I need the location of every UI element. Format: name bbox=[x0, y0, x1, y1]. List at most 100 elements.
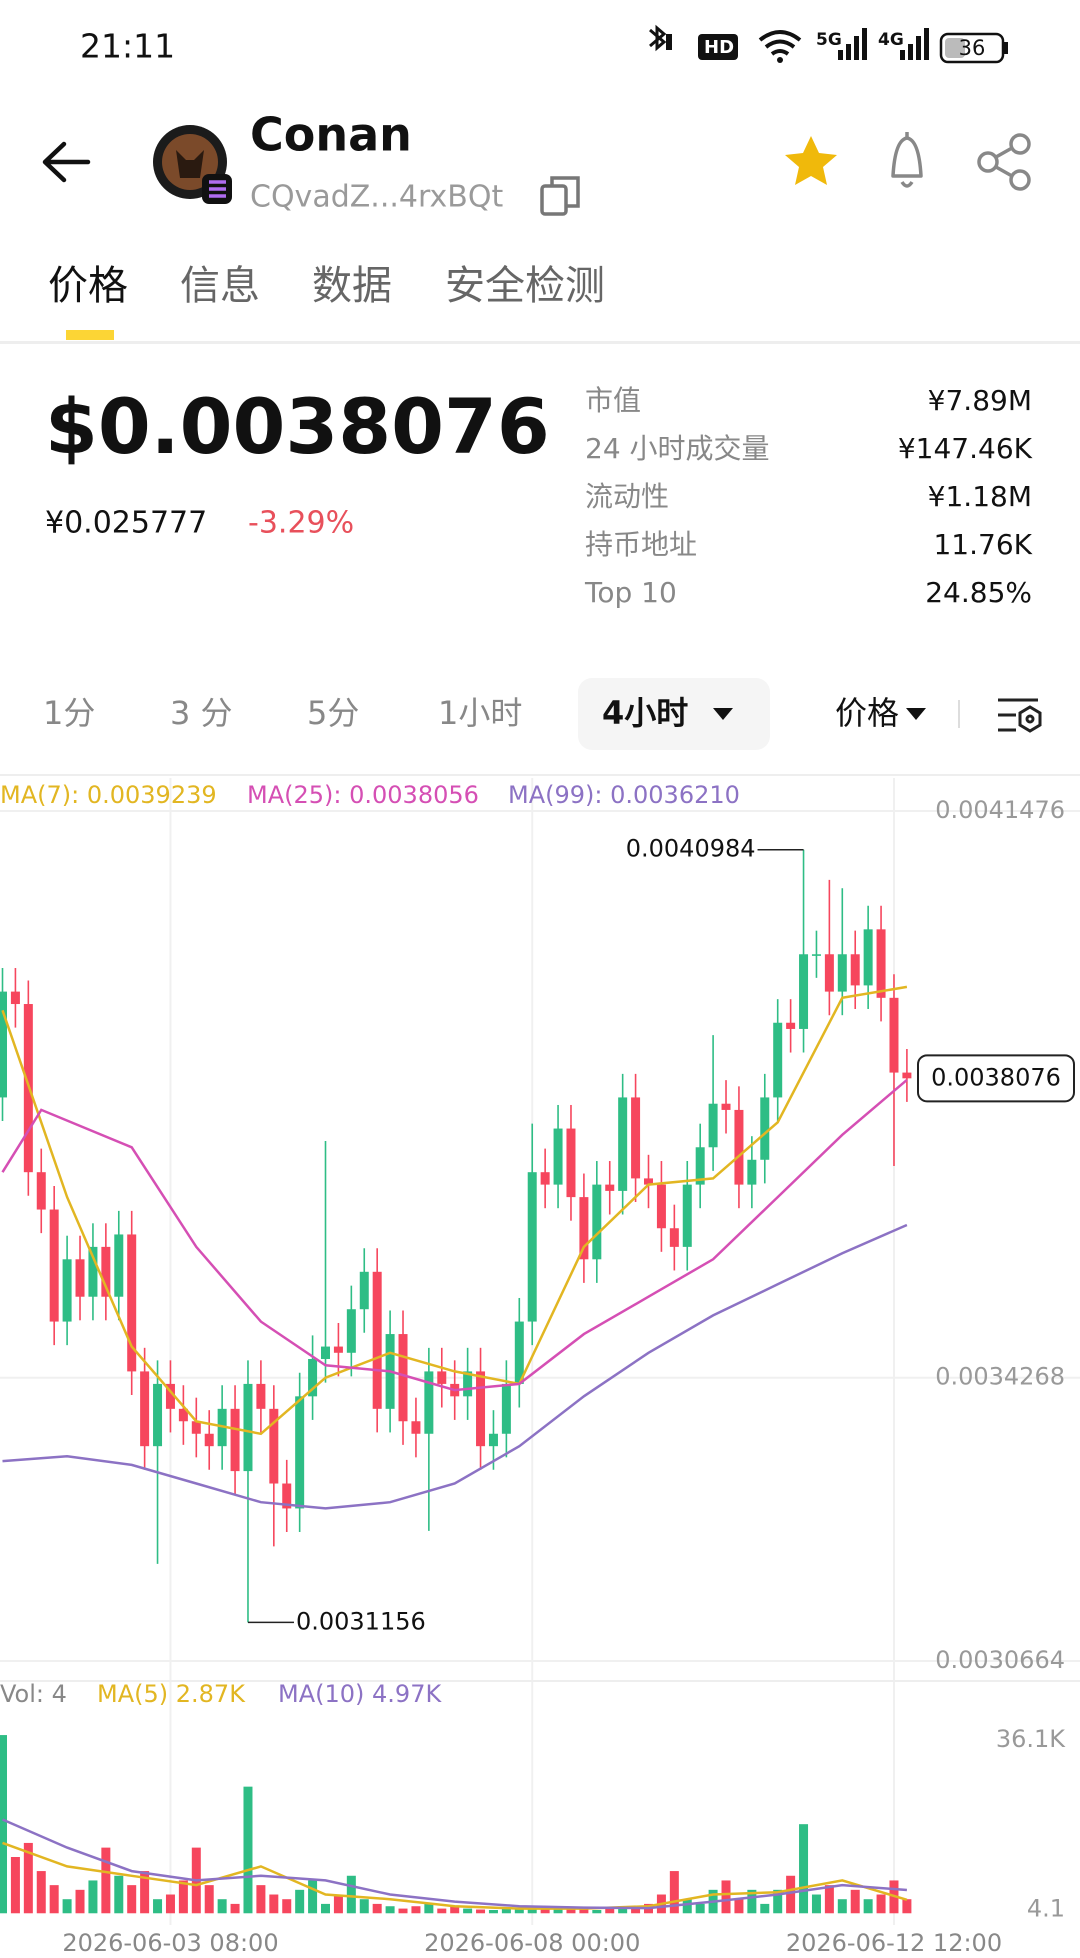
stat-label: 24 小时成交量 bbox=[585, 432, 770, 465]
timeframe[interactable]: 5分 bbox=[307, 694, 359, 732]
tab[interactable]: 数据 bbox=[312, 263, 392, 309]
volume-bar bbox=[631, 1908, 641, 1914]
volume-bar bbox=[902, 1899, 912, 1914]
ma-line bbox=[1, 985, 908, 1436]
timeframe[interactable]: 1小时 bbox=[438, 694, 522, 732]
candle-body bbox=[747, 1159, 757, 1185]
battery-icon bbox=[939, 32, 1005, 64]
volume-bar bbox=[359, 1899, 369, 1914]
x-tick-label: 2026-06-03 08:00 bbox=[62, 1929, 278, 1957]
price-menu[interactable]: 价格 bbox=[835, 694, 899, 732]
volume-bar bbox=[398, 1908, 408, 1914]
volume-bar bbox=[437, 1908, 447, 1914]
volume-bar bbox=[760, 1903, 770, 1914]
candle-body bbox=[618, 1097, 628, 1191]
stat-value: 24.85% bbox=[925, 576, 1032, 609]
volume-bar bbox=[372, 1903, 382, 1914]
candle-body bbox=[501, 1383, 511, 1434]
candle-body bbox=[514, 1321, 524, 1384]
volume-bar bbox=[321, 1903, 330, 1914]
volume-ma-legend: MA(5) 2.87K bbox=[97, 1680, 246, 1708]
tab[interactable]: 信息 bbox=[180, 263, 260, 309]
candle-body bbox=[372, 1271, 382, 1409]
price-change: -3.29% bbox=[248, 506, 354, 541]
back-button[interactable] bbox=[42, 141, 91, 183]
network-5g: 5G bbox=[816, 30, 842, 50]
stat-value: ¥1.18M bbox=[928, 480, 1032, 513]
candle-body bbox=[333, 1346, 343, 1353]
dropdown-arrow bbox=[713, 708, 733, 720]
stat-label: 市值 bbox=[585, 384, 641, 417]
volume-bar bbox=[605, 1908, 615, 1914]
timeframe-selected-bg[interactable] bbox=[578, 678, 770, 750]
current-price-label: 0.0038076 bbox=[931, 1063, 1061, 1091]
candle-body bbox=[824, 954, 834, 992]
candle-body bbox=[605, 1184, 615, 1191]
volume-bar bbox=[669, 1871, 679, 1914]
volume-bar bbox=[799, 1824, 809, 1914]
share-button[interactable] bbox=[977, 133, 1031, 191]
volume-bar bbox=[682, 1899, 692, 1914]
volume-bar bbox=[140, 1871, 150, 1914]
candle-body bbox=[540, 1172, 550, 1185]
tab-active[interactable]: 价格 bbox=[48, 263, 128, 309]
price-cny: ¥0.025777 bbox=[45, 506, 207, 541]
volume-bar bbox=[114, 1875, 124, 1914]
volume-bar bbox=[540, 1907, 550, 1914]
candle-body bbox=[140, 1371, 150, 1447]
volume-ma-line bbox=[2, 1818, 907, 1910]
volume-bar bbox=[411, 1906, 421, 1914]
candle-body bbox=[127, 1234, 137, 1372]
hd-badge bbox=[698, 34, 738, 60]
favorite-button[interactable] bbox=[785, 136, 837, 185]
candle-body bbox=[721, 1103, 731, 1110]
volume-tick-label: 36.1K bbox=[996, 1725, 1066, 1753]
candle-body bbox=[101, 1246, 111, 1297]
avatar-dog bbox=[176, 150, 204, 178]
volume-bar bbox=[850, 1889, 860, 1914]
candle-body bbox=[760, 1097, 770, 1160]
volume-bar bbox=[101, 1847, 111, 1914]
timeframe-selected[interactable]: 4小时 bbox=[602, 694, 688, 732]
stat-label: Top 10 bbox=[584, 576, 677, 609]
volume-bar bbox=[721, 1880, 731, 1914]
tab[interactable]: 安全检测 bbox=[445, 263, 605, 309]
battery-text: 36 bbox=[959, 36, 986, 60]
volume-bar bbox=[36, 1871, 46, 1914]
volume-ma-legend: MA(10) 4.97K bbox=[278, 1680, 442, 1708]
candle-body bbox=[850, 954, 860, 986]
timeframe[interactable]: 3 分 bbox=[170, 694, 233, 732]
volume-bar bbox=[243, 1786, 253, 1914]
candle-body bbox=[553, 1128, 563, 1185]
bt-battery-icon bbox=[666, 34, 672, 50]
stats: 市值 ¥7.89M 24 小时成交量 ¥147.46K 流动性 ¥1.18M 持币地址 11.… bbox=[584, 384, 1033, 609]
copy-button[interactable] bbox=[540, 176, 580, 216]
chart-settings[interactable] bbox=[998, 698, 1042, 733]
volume-bar bbox=[747, 1889, 757, 1914]
alert-button[interactable] bbox=[891, 132, 923, 188]
candle-body bbox=[863, 929, 873, 986]
candle-body bbox=[463, 1371, 473, 1397]
volume-bar bbox=[346, 1875, 356, 1914]
volume-bar bbox=[256, 1885, 266, 1914]
stat-value: ¥7.89M bbox=[928, 384, 1032, 417]
y-tick-label: 0.0034268 bbox=[935, 1363, 1065, 1391]
x-tick-label: 2026-06-08 00:00 bbox=[424, 1929, 640, 1957]
candle-body bbox=[10, 991, 20, 1005]
candle-body bbox=[476, 1371, 486, 1447]
volume-bar bbox=[75, 1889, 85, 1914]
divider bbox=[0, 774, 1080, 776]
volume-bar bbox=[62, 1899, 72, 1914]
volume-bar bbox=[165, 1894, 175, 1914]
volume-bar bbox=[23, 1842, 33, 1914]
volume-bar bbox=[579, 1909, 589, 1914]
candle-body bbox=[566, 1128, 576, 1198]
candle-body bbox=[631, 1097, 641, 1179]
ma-legend: MA(99): 0.0036210 bbox=[508, 781, 740, 809]
volume-bar bbox=[695, 1903, 705, 1914]
solana-icon bbox=[209, 180, 226, 198]
volume-bar bbox=[618, 1906, 628, 1914]
volume-bar bbox=[553, 1908, 563, 1914]
timeframe[interactable]: 1分 bbox=[43, 694, 95, 732]
